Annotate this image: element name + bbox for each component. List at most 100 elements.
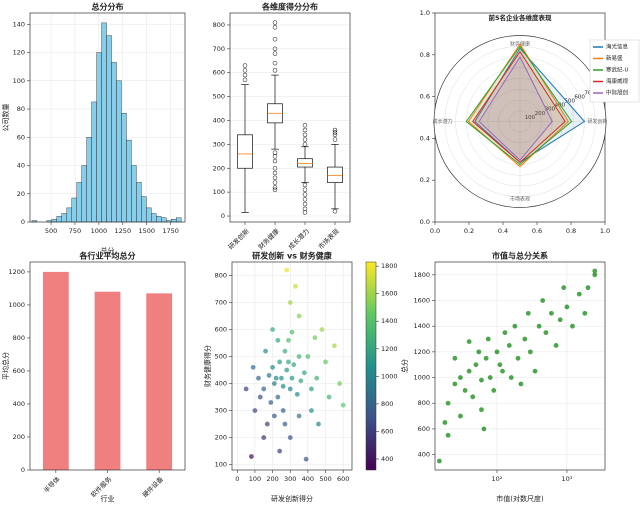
point [570,323,575,329]
x-tick-label: 500 [319,475,331,483]
point [497,362,503,368]
point [275,337,281,343]
y-tick-label: 200 [213,164,225,172]
legend-label: 新易盛 [606,54,623,62]
x-tick-label: 200 [266,475,278,483]
point [256,375,261,381]
x-tick-label: 100 [249,475,261,483]
point [291,362,297,368]
point [340,402,346,408]
axis-label: 研发创新 [587,118,607,125]
flier [302,127,308,133]
point [249,454,254,459]
point [287,386,293,392]
chart-title: 各维度得分分布 [261,2,318,12]
chart-title: 总分分布 [92,2,124,12]
y-tick-label: 600 [215,326,227,334]
point [445,432,451,438]
x-tick-label: 1500 [138,227,155,235]
axis-label: 成长潜力 [433,118,453,125]
y-tick-label: 140 [13,20,25,28]
point [250,364,256,370]
hist-bar [151,213,157,223]
colorbar-tick-label: 1800 [381,262,398,270]
point [270,327,275,332]
legend-label: 中际旭创 [606,89,628,97]
point [252,408,258,413]
point [282,348,288,354]
point [494,349,500,355]
y-tick-label: 0 [21,218,25,226]
point [485,336,491,342]
y-tick-label: 700 [215,299,227,307]
hist-bar [136,182,142,223]
point [557,317,563,323]
point [481,426,487,432]
radar-area [478,55,553,161]
y-tick-label: 100 [213,188,225,196]
legend-label: 海光信息 [606,43,629,51]
y-tick-label: 20 [17,190,25,198]
chart-title: 前5名企业各维度表现 [488,13,552,22]
y-tick-label: 0.2 [420,176,430,184]
point [257,394,263,400]
colorbar-tick-label: 1000 [381,372,398,380]
y-tick-label: 0.0 [420,218,430,226]
hist-bar [56,216,62,223]
point [549,310,554,316]
y-tick-label: 800 [215,272,227,280]
point [487,375,493,380]
point [592,272,598,278]
x-tick-label: 400 [302,475,314,483]
hist-bar [126,139,132,223]
point [316,421,321,427]
hist-bar [121,113,127,223]
flier [302,123,308,128]
x-tick-label: 10² [492,475,503,483]
x-tick-label: 半导体 [42,474,63,495]
point [540,298,546,303]
point [582,310,588,316]
flier [242,63,248,68]
hist-bar [156,216,162,223]
radar-area [465,45,573,166]
y-axis-label: 财务健康得分 [203,345,212,387]
point [263,348,268,354]
y-tick-label: 1000 [8,301,25,309]
y-tick-label: 500 [215,353,227,361]
x-tick-label: 研发创新 [226,226,251,251]
point [277,359,283,365]
x-tick-label: 0.0 [430,227,440,235]
x-tick-label: 600 [337,475,349,483]
point [296,313,302,319]
radial-tick-label: 400 [555,103,566,109]
point [592,268,598,274]
y-tick-label: 500 [213,93,225,101]
point [525,310,531,316]
chart-title: 市值与总分关系 [492,251,548,261]
point [286,337,291,343]
flier [302,182,308,188]
colorbar [365,261,377,471]
axes-frame [434,261,606,471]
x-tick-label: 0.8 [566,227,576,235]
point [479,407,484,413]
point [452,381,458,387]
flier [272,46,278,52]
point [284,267,290,273]
flier [332,127,338,133]
x-tick-label: 市场表现 [316,226,341,251]
x-tick-label: 财务健康 [256,226,281,251]
y-tick-label: 600 [213,69,225,77]
y-tick-label: 800 [418,399,430,407]
x-tick-label: 300 [284,475,296,483]
hist-bar [101,22,107,223]
point [309,408,314,413]
x-tick-label: 0.4 [498,227,508,235]
point [458,413,463,419]
x-axis-label: 总分 [101,246,115,255]
flier [272,180,278,185]
x-tick-label: 500 [45,227,57,235]
point [585,285,591,291]
